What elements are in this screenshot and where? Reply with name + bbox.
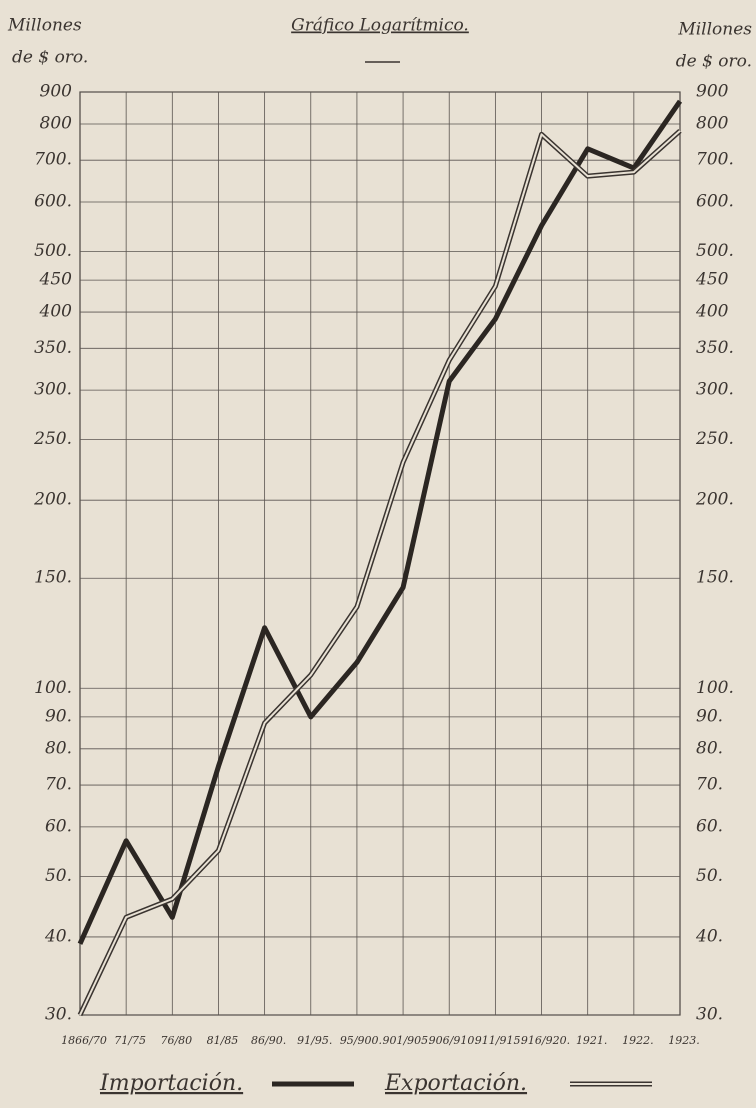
x-tick-label: 95/900. xyxy=(340,1034,382,1047)
y2-tick-label: 900 xyxy=(696,82,729,102)
y2-axis-label: Millones xyxy=(677,20,752,40)
y2-tick-label: 100. xyxy=(696,678,734,698)
y2-tick-label: 200. xyxy=(695,490,734,510)
y2-tick-label: 80. xyxy=(696,738,723,758)
y-tick-label: 70. xyxy=(45,775,72,795)
y2-tick-label: 300. xyxy=(696,380,734,400)
y2-tick-label: 60. xyxy=(696,816,723,836)
x-tick-label: 901/905. xyxy=(382,1034,431,1047)
y2-tick-label: 70. xyxy=(696,775,723,795)
y-tick-label: 40. xyxy=(44,926,72,946)
y-tick-label: 450 xyxy=(39,270,73,290)
y2-tick-label: 400 xyxy=(695,302,729,322)
series-line-inner xyxy=(79,130,681,1016)
x-tick-label: 71/75 xyxy=(114,1034,146,1047)
x-tick-label: 906/910. xyxy=(429,1034,478,1047)
y2-tick-label: 350. xyxy=(696,338,734,358)
y2-tick-label: 800 xyxy=(696,113,729,133)
x-tick-label: 76/80 xyxy=(160,1034,192,1047)
y-tick-label: 300. xyxy=(34,380,72,400)
x-tick-label: 916/920. xyxy=(521,1034,570,1047)
y-tick-label: 30. xyxy=(45,1005,72,1025)
x-tick-label: 1921. xyxy=(576,1034,608,1047)
y2-tick-label: 90. xyxy=(696,706,723,726)
legend-label: Importación. xyxy=(99,1071,243,1096)
x-tick-label: 1866/70 xyxy=(61,1034,107,1047)
y-tick-label: 90. xyxy=(45,706,72,726)
y2-axis-label: de $ oro. xyxy=(676,52,752,72)
x-tick-label: 1922. xyxy=(622,1034,654,1047)
x-tick-label: 1923. xyxy=(668,1034,700,1047)
y-tick-label: 200. xyxy=(33,490,72,510)
x-tick-label: 91/95. xyxy=(297,1034,332,1047)
x-tick-label: 81/85 xyxy=(207,1034,239,1047)
y-tick-label: 350. xyxy=(34,338,72,358)
y-tick-label: 500. xyxy=(34,241,72,261)
y-tick-label: 100. xyxy=(34,678,72,698)
y-tick-label: 700. xyxy=(34,150,72,170)
y-tick-label: 50. xyxy=(45,866,72,886)
y-tick-label: 600. xyxy=(34,192,72,212)
y2-tick-label: 150. xyxy=(696,568,734,588)
y-axis-label: de $ oro. xyxy=(12,48,88,68)
chart-title: Gráfico Logarítmico. xyxy=(291,16,469,36)
y-tick-label: 250. xyxy=(33,429,72,449)
y-tick-label: 900 xyxy=(40,82,73,102)
y2-tick-label: 40. xyxy=(695,926,723,946)
y-tick-label: 400 xyxy=(39,302,73,322)
y2-tick-label: 600. xyxy=(696,192,734,212)
y-tick-label: 150. xyxy=(34,568,72,588)
y2-tick-label: 30. xyxy=(696,1005,723,1025)
y2-tick-label: 700. xyxy=(696,150,734,170)
y-axis-label: Millones xyxy=(7,16,82,36)
y-tick-label: 60. xyxy=(45,816,72,836)
y2-tick-label: 250. xyxy=(695,429,734,449)
y2-tick-label: 500. xyxy=(696,241,734,261)
legend-label: Exportación. xyxy=(384,1071,527,1096)
y2-tick-label: 450 xyxy=(695,270,729,290)
legend: Importación. Exportación. xyxy=(99,1071,652,1096)
y-tick-label: 800 xyxy=(40,113,73,133)
x-tick-label: 86/90. xyxy=(251,1034,286,1047)
y-tick-label: 80. xyxy=(45,738,72,758)
y2-tick-label: 50. xyxy=(696,866,723,886)
x-tick-label: 911/915. xyxy=(475,1034,524,1047)
